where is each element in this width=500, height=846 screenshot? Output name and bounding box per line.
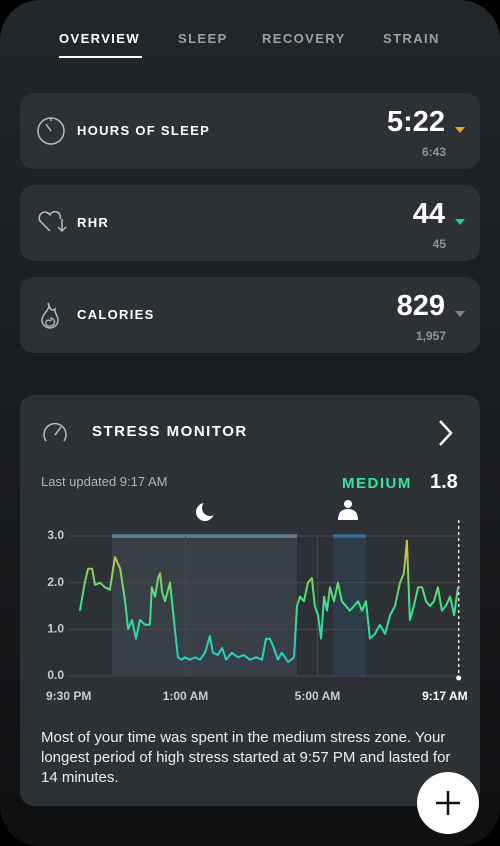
stress-level: MEDIUM [342,475,412,492]
sleep-icon [37,117,65,145]
metric-label: RHR [77,215,110,230]
metric-card[interactable]: HOURS OF SLEEP 5:22 6:43 [20,93,480,169]
summary-text: Most of your time was spent in the mediu… [41,729,451,786]
add-button[interactable] [417,772,479,834]
metric-card[interactable]: CALORIES 829 1,957 [20,277,480,353]
trend-arrow [455,311,465,317]
trend-arrow [455,127,465,133]
metric-value: 5:22 [386,106,445,138]
person-icon [338,500,358,520]
stress-card[interactable]: STRESS MONITOR Last updated 9:17 AM MEDI… [20,395,480,806]
tab[interactable]: RECOVERY [262,31,346,46]
metric-baseline: 6:43 [421,145,446,159]
plus-icon [436,791,460,815]
metric-card[interactable]: RHR 44 45 [20,185,480,261]
metric-baseline: 45 [432,237,446,251]
flame-icon [41,302,59,329]
metric-label: CALORIES [77,307,155,322]
trend-arrow [455,219,465,225]
gauge-icon [43,422,67,442]
y-tick-label: 3.0 [47,528,64,542]
x-tick-label: 5:00 AM [295,689,341,703]
tab[interactable]: OVERVIEW [59,31,141,46]
heart-icon [38,210,67,233]
stress-score: 1.8 [430,471,458,493]
stress-chart: 0.0 1.0 2.0 3.0 9:30 PM 1:00 AM 5:00 AM 9:17 AM [46,500,468,703]
moon-icon [196,500,218,521]
metric-value: 44 [412,198,445,230]
card-title: STRESS MONITOR [92,423,248,440]
tab[interactable]: STRAIN [383,31,440,46]
x-tick-label: 1:00 AM [163,689,209,703]
stress-line [78,539,459,663]
last-updated: Last updated 9:17 AM [41,474,168,489]
now-dot [456,675,462,681]
metric-value: 829 [396,290,445,322]
tab[interactable]: SLEEP [178,31,228,46]
chevron[interactable] [436,419,456,447]
x-tick-label: 9:30 PM [46,689,91,703]
y-tick-label: 1.0 [47,622,64,636]
metric-label: HOURS OF SLEEP [77,123,211,138]
y-tick-label: 0.0 [47,668,64,682]
x-tick-label: 9:17 AM [422,689,468,703]
y-tick-label: 2.0 [47,575,64,589]
tab-underline [59,56,142,58]
metric-baseline: 1,957 [415,329,446,343]
